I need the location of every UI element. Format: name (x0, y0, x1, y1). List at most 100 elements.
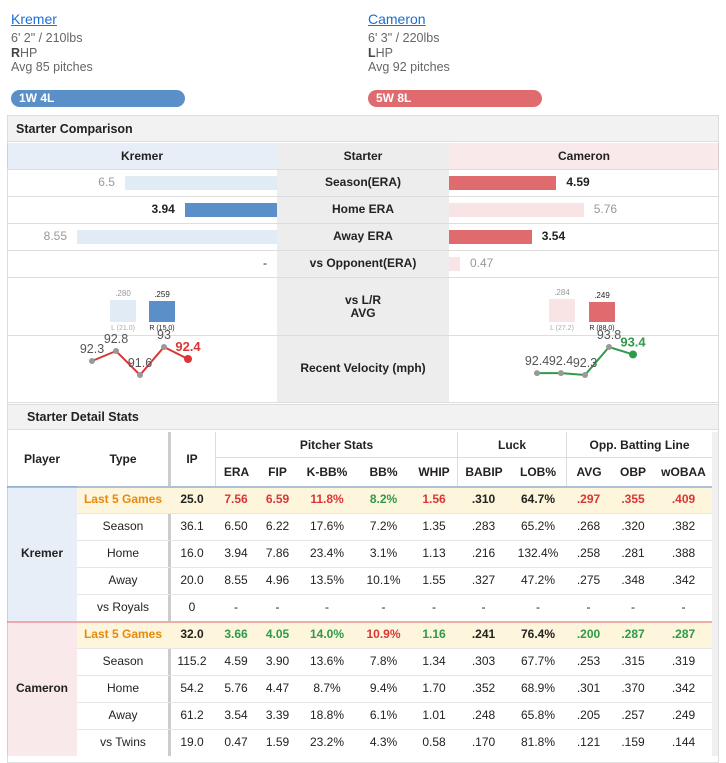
stat-cell: .320 (621, 519, 645, 533)
stat-cell: 3.66 (224, 627, 248, 641)
section-title: Starter Comparison (16, 122, 133, 136)
stat-cell: .200 (576, 627, 601, 641)
value-label: 6.5 (98, 175, 115, 189)
split-bar (589, 302, 615, 322)
record: 5W 8L (376, 91, 412, 105)
stat-cell: 6.50 (224, 519, 248, 533)
record-pill (368, 90, 542, 107)
stat-cell: 16.0 (180, 546, 204, 560)
stat-cell: 32.0 (180, 627, 204, 641)
kremer-head (7, 143, 277, 169)
era-bar (449, 176, 557, 190)
group-head: Opp. Batting Line (566, 432, 712, 458)
stat-cell: 0.47 (224, 735, 248, 749)
stat-cell: .370 (621, 681, 645, 695)
stat-cell: .355 (621, 492, 645, 506)
stat-cell: .258 (576, 546, 601, 560)
stat-cell: 3.90 (265, 654, 290, 668)
section-header (8, 116, 718, 142)
stat-cell: - (481, 600, 486, 614)
player-link[interactable]: Kremer (11, 11, 57, 27)
stat-cell: .205 (576, 708, 601, 722)
stat-cell: 23.4% (309, 546, 345, 560)
stat-cell: .283 (471, 519, 496, 533)
stat-cell: .303 (471, 654, 496, 668)
split-hand: L (21.0) (111, 325, 135, 332)
split-value: .284 (554, 288, 570, 298)
stat-cell: 9.4% (369, 681, 398, 695)
stat-cell: 7.86 (265, 546, 290, 560)
stat-cell: 68.9% (520, 681, 556, 695)
split-bar (110, 299, 136, 322)
player-name: Cameron (15, 681, 68, 695)
section-header (8, 404, 718, 430)
era-bar (449, 203, 584, 217)
stat-cell: .159 (621, 735, 645, 749)
player-size: 6' 3" / 220lbs (368, 31, 440, 45)
row-type: Season (102, 654, 144, 668)
stat-cell: .287 (621, 627, 645, 641)
group-head: Luck (457, 432, 566, 458)
column-head: Kremer (120, 149, 164, 163)
row-label: vs L/R (344, 293, 381, 307)
stat-cell: 25.0 (180, 492, 204, 506)
value-label: - (263, 256, 267, 270)
stat-cell: .310 (471, 492, 496, 506)
stat-cell: 67.7% (520, 654, 556, 668)
row-type: vs Twins (100, 735, 146, 749)
record: 1W 4L (19, 91, 55, 105)
stat-cell: .342 (671, 681, 696, 695)
stat-cell: 54.2 (180, 681, 204, 695)
stat-cell: 3.54 (224, 708, 248, 722)
stat-cell: 3.94 (224, 546, 248, 560)
stat-cell: 65.8% (520, 708, 556, 722)
stat-cell: 132.4% (517, 546, 559, 560)
split-hand: L (27.2) (550, 325, 574, 332)
table-head: Type (109, 452, 137, 466)
stat-cell: - (234, 600, 238, 614)
stat-cell: 4.3% (369, 735, 398, 749)
stat-cell: 1.01 (422, 708, 446, 722)
row-type: vs Royals (96, 600, 149, 614)
stat-cell: 1.56 (422, 492, 446, 506)
stat-cell: 36.1 (180, 519, 204, 533)
stat-cell: 5.76 (224, 681, 248, 695)
stat-cell: 3.1% (369, 546, 398, 560)
row-line (7, 169, 719, 170)
hand-text: HP (375, 46, 394, 60)
stat-cell: .409 (671, 492, 696, 506)
stat-cell: 8.2% (369, 492, 398, 506)
stat-cell: 0 (188, 600, 196, 614)
stat-cell: .241 (471, 627, 496, 641)
stat-cell: 8.7% (313, 681, 341, 695)
era-bar (77, 230, 277, 244)
row-type: Last 5 Games (83, 492, 163, 506)
stat-cell: - (381, 600, 386, 614)
player-link[interactable]: Cameron (368, 11, 426, 27)
column-head: OBP (619, 465, 646, 479)
stat-cell: 1.16 (422, 627, 446, 641)
stat-cell: 10.9% (366, 627, 401, 641)
column-head: AVG (566, 458, 611, 486)
value-label: 3.94 (151, 202, 175, 216)
player-pitches: Avg 85 pitches (11, 60, 93, 74)
stat-cell: .170 (471, 735, 496, 749)
table-row (77, 567, 712, 594)
value-label: 8.55 (43, 229, 67, 243)
stat-cell: 14.0% (309, 627, 345, 641)
stat-cell: 7.56 (224, 492, 248, 506)
row-label: Recent Velocity (mph) (300, 361, 426, 375)
table-head: IP (186, 452, 198, 466)
stat-cell: 1.70 (422, 681, 446, 695)
player-pitches: Avg 92 pitches (368, 60, 450, 74)
column-head: Starter (343, 149, 383, 163)
player-hand: RHP (11, 45, 211, 61)
stat-cell: 4.96 (265, 573, 290, 587)
table-row (77, 729, 712, 756)
column-head: LOB% (520, 465, 556, 479)
column-head: Cameron (557, 149, 610, 163)
stat-cell: - (586, 600, 591, 614)
table-row (77, 675, 712, 702)
split-bar (149, 301, 175, 322)
middle-column (277, 143, 449, 402)
